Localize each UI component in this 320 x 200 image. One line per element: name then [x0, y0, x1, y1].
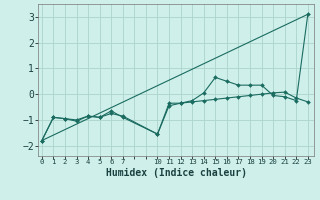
X-axis label: Humidex (Indice chaleur): Humidex (Indice chaleur)	[106, 168, 246, 178]
